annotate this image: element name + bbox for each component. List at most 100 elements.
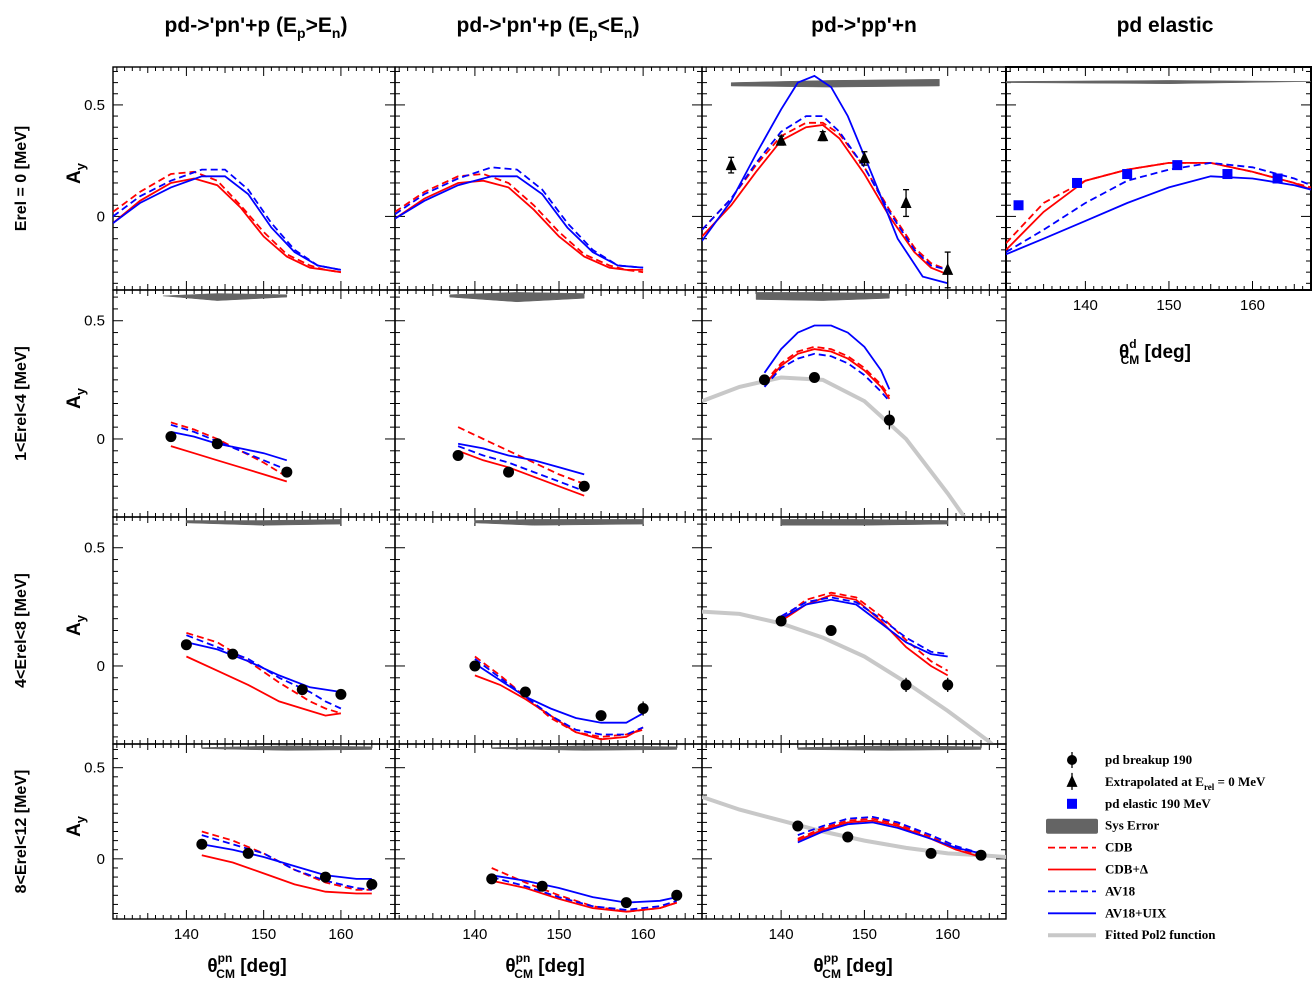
cdb-curve [702, 121, 949, 271]
panel-r2-c3 [701, 289, 1007, 518]
y-axis-label-row-3: Ay [64, 614, 88, 636]
av18-curve [1006, 161, 1311, 253]
extrapolated-data-point [858, 151, 870, 164]
sys-error-band [1006, 80, 1311, 84]
extrapolated-data-point [942, 262, 954, 275]
y-tick-label: 0 [97, 208, 105, 225]
av18-curve [395, 166, 644, 269]
sys-error-band [491, 745, 678, 751]
legend-item-4: Sys Error [1046, 818, 1160, 834]
y-tick-label: 0.5 [84, 97, 105, 114]
legend-label: pd breakup 190 [1105, 752, 1192, 767]
panel-r3-c2 [394, 516, 703, 745]
elastic-data-point [1222, 169, 1233, 180]
y-tick-label: 0 [97, 658, 105, 675]
column-title-1: pd->'pn'+p (Ep>En) [165, 14, 348, 41]
panel-r1-c3 [701, 66, 1007, 291]
legend-label: CDB+Δ [1105, 862, 1148, 877]
plot-area [449, 292, 590, 497]
legend-item-7: AV18 [1048, 883, 1136, 898]
plot-area [395, 166, 644, 274]
breakup-data-point [620, 897, 632, 909]
sys-error-band [730, 79, 940, 88]
av18-curve [491, 876, 678, 911]
x-tick-label: 140 [769, 926, 794, 943]
sys-error-band [797, 745, 982, 751]
legend-band-swatch [1046, 818, 1098, 834]
legend-layer: pd breakup 190 Extrapolated at Erel = 0 M… [1046, 752, 1266, 942]
breakup-data-point [842, 831, 854, 843]
legend-label: Extrapolated at Erel = 0 MeV [1105, 774, 1266, 792]
legend-item-1: pd breakup 190 [1067, 752, 1192, 768]
breakup-data-point [519, 686, 531, 698]
elastic-data-point [1272, 173, 1283, 184]
sys-error-band [780, 519, 948, 526]
av18-uix-curve [457, 442, 585, 476]
x-tick-label: 150 [852, 926, 877, 943]
panel-frame [701, 743, 1007, 920]
y-axis-label-row-2: Ay [64, 387, 88, 409]
breakup-data-point [165, 431, 177, 443]
av18-uix-curve [780, 598, 948, 658]
panel-frame [112, 516, 396, 745]
column-title-3: pd->'pp'+n [811, 14, 917, 37]
y-axis-label-row-4: Ay [64, 815, 88, 837]
panel-r4-c2: 140 150 160 [394, 743, 703, 943]
x-axis-label-3: θpp CM [deg] [813, 951, 892, 981]
cdb-curve [186, 632, 342, 715]
y-tick-label: 0.5 [84, 540, 105, 557]
breakup-data-point [196, 838, 208, 850]
legend-label: pd elastic 190 MeV [1105, 796, 1211, 811]
panel-frame [112, 66, 396, 291]
cdb-curve [113, 170, 342, 274]
av18-curve [457, 445, 585, 492]
cdb-delta-curve [186, 655, 342, 717]
label-layer: Erel = 0 [MeV] 1<Erel<4 [MeV] 4<Erel<8 [Me… [13, 126, 1191, 981]
panel-r1-c2 [394, 66, 703, 291]
legend-square-marker [1067, 798, 1077, 809]
x-tick-label: 160 [631, 926, 656, 943]
breakup-data-point [469, 660, 481, 672]
x-tick-label: 160 [935, 926, 960, 943]
breakup-data-point [536, 880, 548, 892]
y-tick-label: 0 [97, 431, 105, 448]
extrapolated-data-point [900, 196, 912, 209]
cdb-delta-curve [702, 124, 949, 276]
cdb-delta-curve [797, 819, 982, 858]
sys-error-band [755, 292, 890, 301]
legend-label: CDB [1105, 840, 1133, 855]
breakup-data-point [486, 873, 498, 885]
breakup-data-point [211, 438, 223, 450]
sys-error-band [186, 519, 342, 526]
panel-r2-c1: 00.5 [84, 289, 396, 518]
cdb-curve [763, 345, 891, 397]
av18-curve [763, 352, 891, 402]
breakup-data-point [975, 849, 987, 861]
av18-uix-curve [113, 175, 342, 271]
av18-curve [201, 834, 372, 891]
cdb-curve [457, 426, 585, 485]
x-tick-label: 140 [1073, 297, 1098, 314]
legend-item-5: CDB [1048, 840, 1133, 855]
breakup-data-point [227, 648, 239, 660]
extrapolated-data-point [817, 129, 829, 142]
breakup-data-point [503, 466, 515, 478]
panel-frame [1005, 66, 1312, 291]
sys-error-band [201, 745, 373, 751]
breakup-data-point [452, 450, 464, 462]
panel-r3-c3 [701, 516, 1007, 745]
cdb-curve [797, 817, 982, 857]
cdb-delta-curve [491, 879, 678, 913]
column-title-4: pd elastic [1117, 14, 1214, 37]
cdb-delta-curve [763, 348, 891, 400]
panel-r1-c1: 00.5 [84, 66, 396, 291]
plot-area [702, 74, 954, 289]
plot-area [196, 745, 378, 895]
av18-curve [474, 658, 644, 736]
x-tick-label: 150 [546, 926, 571, 943]
cdb-delta-curve [457, 449, 585, 497]
av18-uix-curve [702, 74, 948, 285]
panel-r2-c2 [394, 289, 703, 518]
row-label-2: 1<Erel<4 [MeV] [13, 346, 30, 461]
